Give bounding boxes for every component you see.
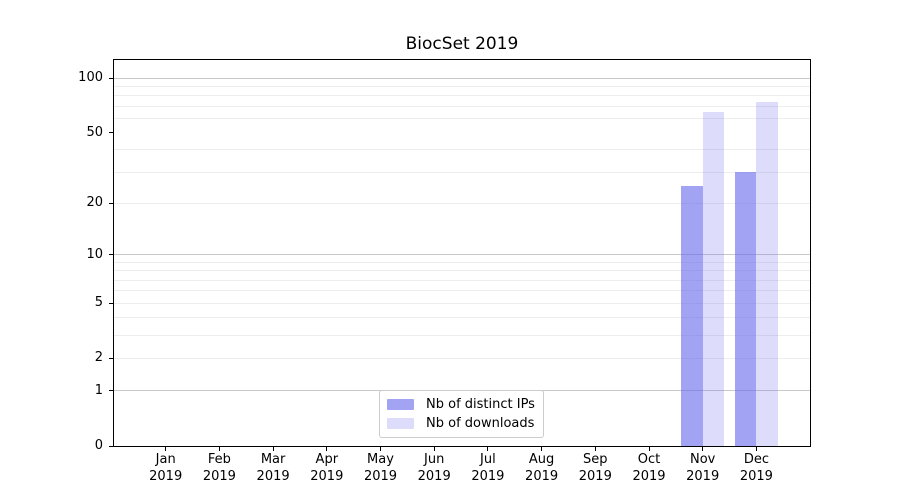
gridline-y-3 [114, 335, 810, 336]
x-tick-label-feb: Feb 2019 [202, 452, 236, 484]
x-tick-label-aug: Aug 2019 [525, 452, 559, 484]
legend-item-distinct-ips: Nb of distinct IPs [380, 397, 543, 412]
legend-label-distinct-ips: Nb of distinct IPs [426, 397, 535, 412]
x-tick-label-nov: Nov 2019 [686, 452, 720, 484]
x-tick-aug [541, 447, 543, 451]
gridline-y-7 [114, 279, 810, 281]
x-tick-label-may: May 2019 [363, 452, 398, 484]
bar-downloads-dec [756, 101, 778, 446]
x-tick-jul [487, 447, 489, 451]
plot-inner [114, 60, 810, 446]
chart-title: BiocSet 2019 [405, 34, 519, 54]
plot-area [113, 59, 811, 447]
x-tick-label-dec: Dec 2019 [739, 452, 773, 484]
y-tick-20 [109, 202, 113, 204]
y-tick-5 [109, 302, 113, 304]
legend: Nb of distinct IPs Nb of downloads [379, 390, 544, 438]
gridline-y-80 [114, 95, 810, 97]
legend-label-downloads: Nb of downloads [426, 416, 535, 431]
y-tick-2 [109, 357, 113, 359]
gridline-y-40 [114, 149, 810, 151]
y-tick-label-100: 100 [78, 70, 103, 86]
gridline-y-70 [114, 105, 810, 107]
bar-distinct-ips-nov [681, 186, 703, 446]
y-tick-50 [109, 132, 113, 134]
legend-item-downloads: Nb of downloads [380, 416, 543, 431]
y-tick-label-20: 20 [86, 195, 103, 211]
x-tick-jun [433, 447, 435, 451]
x-tick-label-apr: Apr 2019 [310, 452, 344, 484]
gridline-y-20 [114, 202, 810, 204]
x-tick-mar [272, 447, 274, 451]
y-tick-1 [109, 390, 113, 392]
x-tick-jan [165, 447, 167, 451]
y-tick-label-0: 0 [94, 438, 103, 453]
gridline-y-2 [114, 357, 810, 359]
x-tick-nov [702, 447, 704, 451]
gridline-y-10 [114, 254, 810, 256]
x-tick-label-jun: Jun 2019 [417, 452, 451, 484]
gridline-y-6 [114, 290, 810, 292]
gridline-y-4 [114, 317, 810, 319]
y-tick-label-5: 5 [94, 295, 103, 311]
x-tick-label-sep: Sep 2019 [578, 452, 612, 484]
x-tick-label-jan: Jan 2019 [149, 452, 183, 484]
gridline-y-30 [114, 171, 810, 173]
x-tick-feb [218, 447, 220, 451]
gridline-y-5 [114, 302, 810, 304]
gridline-y-90 [114, 85, 810, 87]
y-tick-label-2: 2 [94, 350, 103, 366]
gridline-y-9 [114, 261, 810, 263]
gridline-y-100 [114, 77, 810, 79]
x-tick-label-mar: Mar 2019 [256, 452, 290, 484]
x-tick-sep [594, 447, 596, 451]
y-tick-100 [109, 77, 113, 79]
y-tick-10 [109, 254, 113, 256]
x-tick-dec [755, 447, 757, 451]
x-tick-apr [326, 447, 328, 451]
bar-distinct-ips-dec [735, 172, 757, 446]
legend-swatch-distinct-ips [387, 399, 414, 410]
gridline-y-8 [114, 270, 810, 272]
y-tick-label-50: 50 [86, 124, 103, 140]
legend-swatch-downloads [387, 418, 414, 429]
gridline-y-60 [114, 117, 810, 119]
x-tick-may [380, 447, 381, 451]
y-tick-label-1: 1 [94, 382, 103, 398]
y-tick-0 [109, 445, 113, 447]
bar-downloads-nov [702, 112, 724, 446]
x-tick-oct [648, 447, 650, 451]
x-tick-label-jul: Jul 2019 [471, 452, 505, 484]
x-tick-label-oct: Oct 2019 [632, 452, 666, 484]
y-tick-label-10: 10 [86, 246, 103, 262]
